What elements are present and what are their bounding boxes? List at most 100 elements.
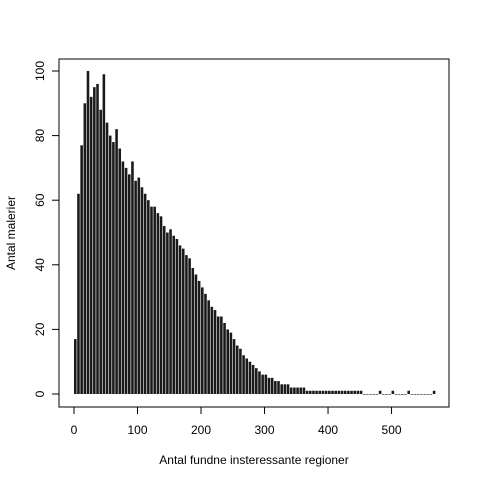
bar	[181, 248, 185, 394]
bar	[197, 280, 201, 394]
bar	[102, 74, 106, 394]
bar	[124, 167, 128, 394]
bar	[99, 109, 102, 394]
bar	[204, 293, 207, 394]
bar	[96, 83, 99, 395]
bar	[86, 71, 90, 394]
bar	[248, 361, 252, 394]
bar	[220, 316, 223, 394]
bar	[115, 129, 118, 394]
bar	[210, 306, 214, 394]
y-tick-label: 100	[33, 61, 47, 81]
x-tick-label: 0	[71, 423, 78, 437]
bar	[239, 348, 242, 394]
bar	[277, 381, 280, 394]
bar	[159, 216, 163, 394]
x-tick-label: 500	[382, 423, 402, 437]
bar	[302, 387, 306, 394]
bar	[223, 322, 226, 394]
bar	[207, 300, 210, 394]
bar	[362, 394, 366, 395]
bar	[375, 394, 379, 395]
bar	[267, 377, 271, 394]
bar	[127, 174, 131, 394]
bar	[201, 287, 204, 394]
bar	[372, 394, 376, 395]
bar	[296, 387, 299, 394]
bar	[359, 390, 363, 394]
bar	[121, 161, 125, 394]
bar	[413, 394, 417, 395]
bar	[283, 384, 287, 394]
bar	[432, 390, 436, 394]
bar	[340, 390, 344, 394]
bar	[410, 394, 414, 395]
bar	[401, 394, 404, 395]
bar	[321, 390, 325, 394]
bar	[112, 142, 115, 394]
bar	[328, 390, 331, 394]
bar	[429, 394, 433, 395]
bar	[334, 390, 337, 394]
x-axis-title: Antal fundne insteressante regioner	[159, 453, 348, 467]
bar	[318, 390, 322, 394]
bar	[156, 213, 160, 394]
bar	[331, 390, 334, 394]
bar	[286, 384, 290, 394]
bar	[388, 394, 391, 395]
bar	[213, 310, 217, 394]
bar	[175, 238, 179, 394]
bar	[347, 390, 350, 394]
bar	[264, 374, 268, 394]
bar	[366, 394, 369, 395]
bar	[232, 339, 236, 394]
bar	[416, 394, 420, 395]
bar	[407, 390, 410, 394]
bar	[404, 394, 407, 395]
bar	[153, 206, 156, 394]
bar	[324, 390, 328, 394]
bar	[235, 345, 239, 394]
bar	[229, 332, 233, 394]
bar	[93, 87, 96, 395]
bar	[391, 390, 395, 394]
bar	[150, 206, 153, 394]
bar	[305, 390, 309, 394]
bar	[194, 274, 198, 394]
bar	[162, 226, 166, 394]
bar	[134, 180, 137, 394]
bar	[140, 187, 144, 394]
x-axis: 0 100 200 300 400 500	[71, 406, 402, 437]
bar	[166, 232, 169, 394]
bar	[226, 329, 229, 394]
y-tick-label: 0	[33, 390, 47, 397]
bar	[108, 135, 112, 394]
bar	[394, 394, 398, 395]
bar	[169, 229, 172, 394]
bar	[242, 355, 245, 394]
bar	[308, 390, 312, 394]
bar	[178, 245, 182, 394]
bar	[245, 358, 249, 394]
bar	[251, 364, 255, 394]
bar	[137, 177, 141, 394]
x-tick-label: 400	[318, 423, 338, 437]
bar	[397, 394, 401, 395]
bar	[385, 394, 388, 395]
bar	[280, 384, 283, 394]
x-tick-label: 300	[255, 423, 275, 437]
bar	[77, 193, 80, 394]
bar	[105, 122, 109, 395]
bar	[356, 390, 360, 394]
bar	[261, 374, 264, 394]
bar	[299, 387, 303, 394]
bar	[315, 390, 318, 394]
bar	[289, 387, 293, 394]
bar	[216, 316, 220, 394]
bar	[143, 193, 147, 394]
bar	[426, 394, 430, 395]
bar	[185, 255, 188, 394]
x-tick-label: 200	[191, 423, 211, 437]
y-axis: 0 20 40 60 80 100	[33, 61, 60, 397]
